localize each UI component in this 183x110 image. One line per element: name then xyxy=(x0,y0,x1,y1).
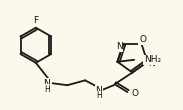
Text: O: O xyxy=(139,35,146,44)
Text: N: N xyxy=(116,42,123,51)
Text: NH₂: NH₂ xyxy=(144,55,161,64)
Text: N: N xyxy=(96,86,102,95)
Text: H: H xyxy=(44,85,50,94)
Text: F: F xyxy=(33,16,38,25)
Text: N: N xyxy=(43,79,50,88)
Text: N: N xyxy=(148,59,155,68)
Text: H: H xyxy=(96,91,102,100)
Text: O: O xyxy=(131,90,138,98)
